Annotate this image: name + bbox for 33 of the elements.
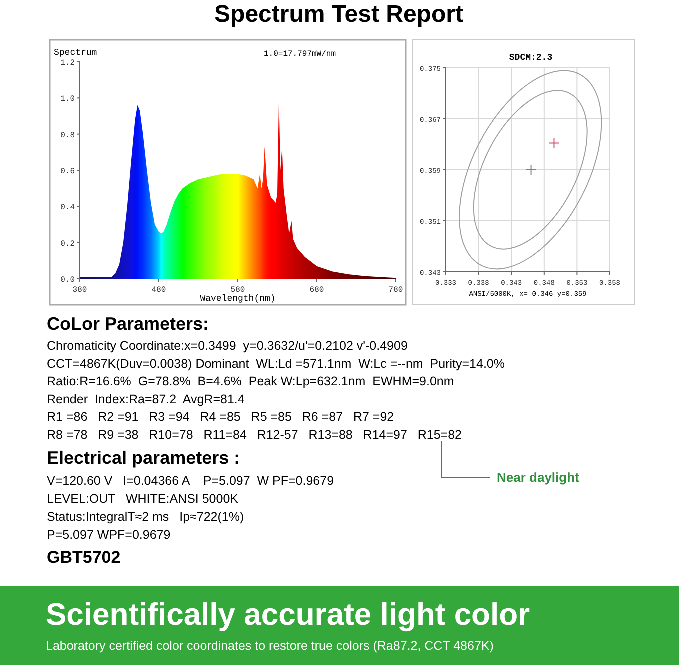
text: V=120.60 V I=0.04366 A P=5.097 W PF=0.9679 [47,474,334,488]
text: Ratio:R=16.6% G=78.8% B=4.6% Peak W:Lp=632.1nm EWHM=9.0nm [47,374,454,389]
y-tick-label: 0.6 [60,168,76,176]
y-tick-label: 1.0 [60,95,76,104]
chart-title: Spectrum Test Report [214,1,464,28]
x-tick-label: 680 [310,286,324,295]
y-tick-label: 0.2 [60,240,76,249]
text: Laboratory certified color coordinates to restore true colors (Ra87.2, CCT 4867K) [46,639,494,653]
text: Near daylight [497,470,580,485]
text: R1 =86 R2 =91 R3 =94 R4 =85 R5 =85 R6 =87 R7 =92 [47,410,394,424]
y-tick-label: 1.2 [60,59,76,68]
x-tick-label: 380 [72,286,88,295]
y-tick-label: 0.4 [60,204,76,213]
y-tick-label: 0.8 [60,131,76,140]
y-tick-label: 0.0 [60,276,76,285]
x-tick-label: 480 [152,286,166,295]
text: R8 =78 R9 =38 R10=78 R11=84 R12-57 R13=88 R14=97 R15=82 [47,428,462,442]
text: P=5.097 WPF=0.9679 [47,528,171,542]
chart-title: SDCM:2.3 [509,53,553,63]
text: GBT5702 [47,548,121,567]
text: Electrical parameters : [47,448,240,468]
x-tick-label: 780 [388,286,404,295]
y-axis-title: Spectrum [54,48,98,58]
text: CCT=4867K(Duv=0.0038) Dominant WL:Ld =571.1nm W:Lc =--nm Purity=14.0% [47,356,505,371]
text: LEVEL:OUT WHITE:ANSI 5000K [47,492,240,506]
text: Chromaticity Coordinate:x=0.3499 y=0.3632/u'=0.2102 v'-0.4909 [47,339,408,353]
text: CoLor Parameters: [47,314,210,334]
x-axis-title: Wavelength(nm) [200,294,276,304]
x-tick-label: 580 [230,286,246,295]
text: Status:IntegralT≈2 ms Ip≈722(1%) [47,510,244,524]
text: Scientifically accurate light color [46,597,530,632]
text: 1.0=17.797mW/nm [264,50,336,59]
text: Render Index:Ra=87.2 AvgR=81.4 [47,392,245,406]
